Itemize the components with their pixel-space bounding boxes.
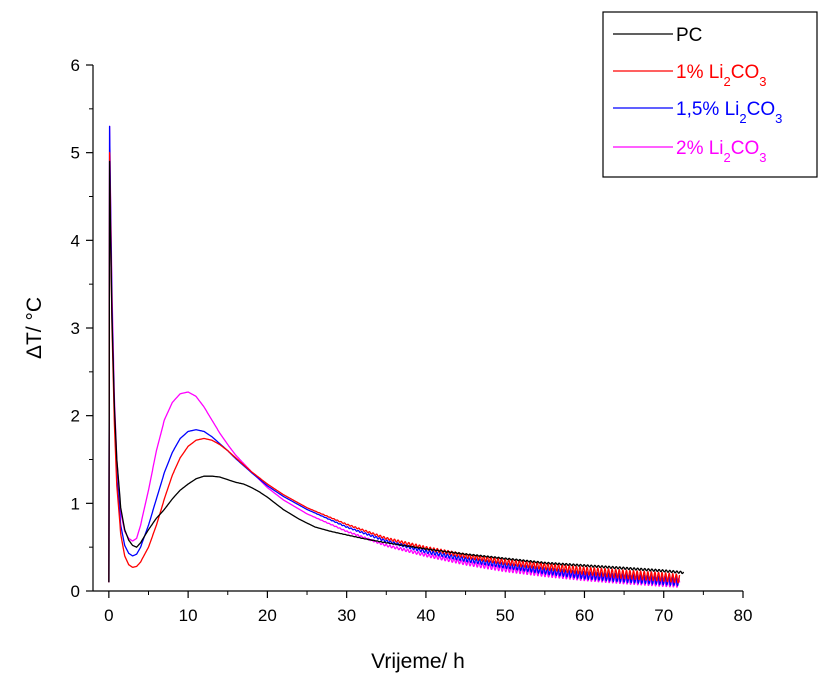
legend-label-1: 1% Li2CO3 — [676, 62, 767, 89]
x-tick-label: 80 — [734, 606, 753, 625]
legend: PC 1% Li2CO3 1,5% Li2CO3 2% Li2CO3 — [602, 11, 818, 178]
legend-box — [602, 11, 818, 178]
x-tick-label: 30 — [337, 606, 356, 625]
x-axis-title: Vrijeme/ h — [371, 650, 465, 673]
legend-label-0: PC — [676, 25, 702, 46]
series-line-2 — [108, 125, 680, 587]
y-tick-label: 1 — [71, 494, 80, 513]
x-tick-label: 20 — [258, 606, 277, 625]
x-tick-label: 50 — [496, 606, 515, 625]
y-tick-label: 0 — [71, 582, 80, 601]
legend-label-3: 2% Li2CO3 — [676, 138, 767, 165]
y-tick-label: 4 — [71, 231, 80, 250]
y-tick-label: 5 — [71, 144, 80, 163]
x-tick-label: 0 — [104, 606, 113, 625]
x-tick-label: 70 — [654, 606, 673, 625]
series-line-3 — [108, 125, 681, 588]
y-axis-title: ΔT/ °C — [23, 297, 46, 359]
y-axis-ticks: 0 1 2 3 4 5 6 — [71, 56, 93, 601]
x-tick-label: 60 — [575, 606, 594, 625]
y-tick-label: 6 — [71, 56, 80, 75]
x-tick-label: 10 — [179, 606, 198, 625]
series-line-1 — [108, 152, 681, 584]
legend-label-2: 1,5% Li2CO3 — [676, 99, 782, 126]
y-tick-label: 2 — [71, 407, 80, 426]
series-line-0 — [108, 160, 685, 583]
x-axis-ticks: 0 10 20 30 40 50 60 70 80 — [104, 591, 752, 625]
y-tick-label: 3 — [71, 319, 80, 338]
series-lines — [108, 125, 685, 588]
x-tick-label: 40 — [416, 606, 435, 625]
